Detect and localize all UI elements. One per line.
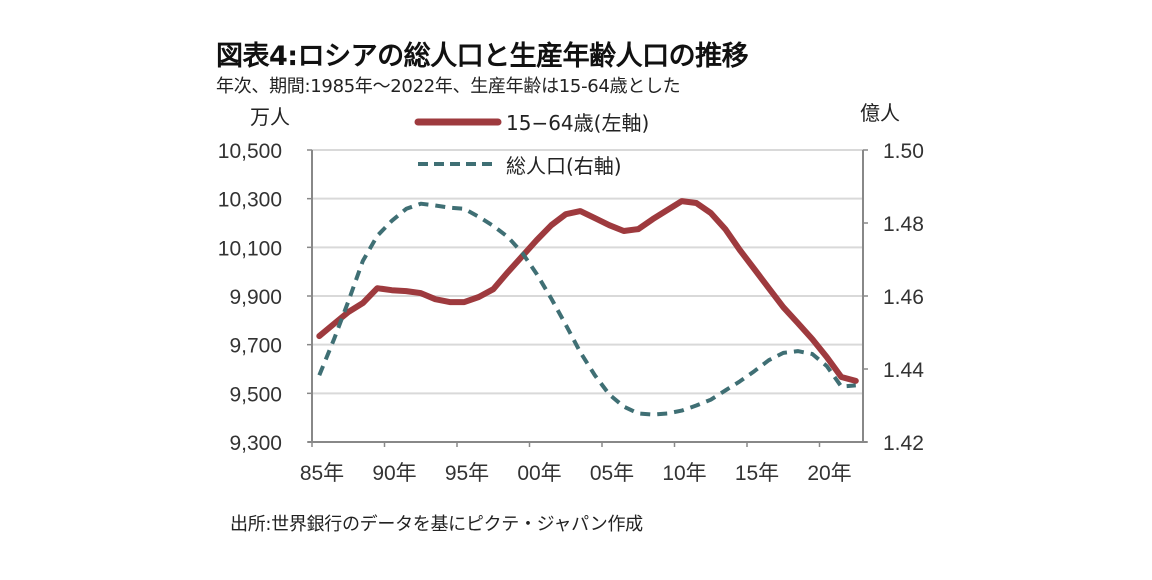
x-axis-tick-label: 10年 [662,462,706,485]
right-axis-unit: 億人 [860,101,900,125]
series-lines [316,198,859,417]
right-axis-tick-label: 1.46 [883,286,924,309]
x-axis-tick-label: 00年 [517,462,561,485]
axes [307,149,868,447]
series-line-total [317,201,856,417]
left-axis-tick-label: 10,100 [218,237,282,260]
legend-label-working-age: 15−64歳(左軸) [506,111,649,135]
tick-labels: 10,500 10,300 10,100 9,900 9,700 9,500 9,300 1.… [218,140,924,485]
left-axis-tick-label: 10,300 [218,189,282,212]
source-note: 出所:世界銀行のデータを基にピクテ・ジャパン作成 [230,514,643,535]
right-axis-tick-label: 1.42 [883,432,924,455]
legend-label-total: 総人口(右軸) [506,154,622,178]
x-axis-tick-label: 15年 [735,462,779,485]
right-axis-tick-label: 1.48 [883,213,924,236]
x-axis-tick-label: 20年 [807,462,851,485]
gridlines [312,149,863,395]
x-axis-tick-label: 85年 [300,462,344,485]
x-axis-tick-label: 95年 [445,462,489,485]
left-axis-unit: 万人 [250,105,290,129]
chart-subtitle: 年次、期間:1985年～2022年、生産年齢は15-64歳とした [216,76,681,97]
left-axis-tick-label: 9,900 [229,286,282,309]
left-axis-tick-label: 10,500 [218,140,282,163]
left-axis-tick-label: 9,500 [229,383,282,406]
series-line-working-age [316,198,859,384]
x-axis-tick-label: 05年 [590,462,634,485]
right-axis-tick-label: 1.44 [883,359,924,382]
right-axis-tick-label: 1.50 [883,140,924,163]
left-axis-tick-label: 9,700 [229,335,282,358]
chart-title: 図表4:ロシアの総人口と生産年齢人口の推移 [216,41,749,72]
x-axis-tick-label: 90年 [372,462,416,485]
left-axis-tick-label: 9,300 [229,432,282,455]
legend: 15−64歳(左軸) 総人口(右軸) [414,111,649,178]
